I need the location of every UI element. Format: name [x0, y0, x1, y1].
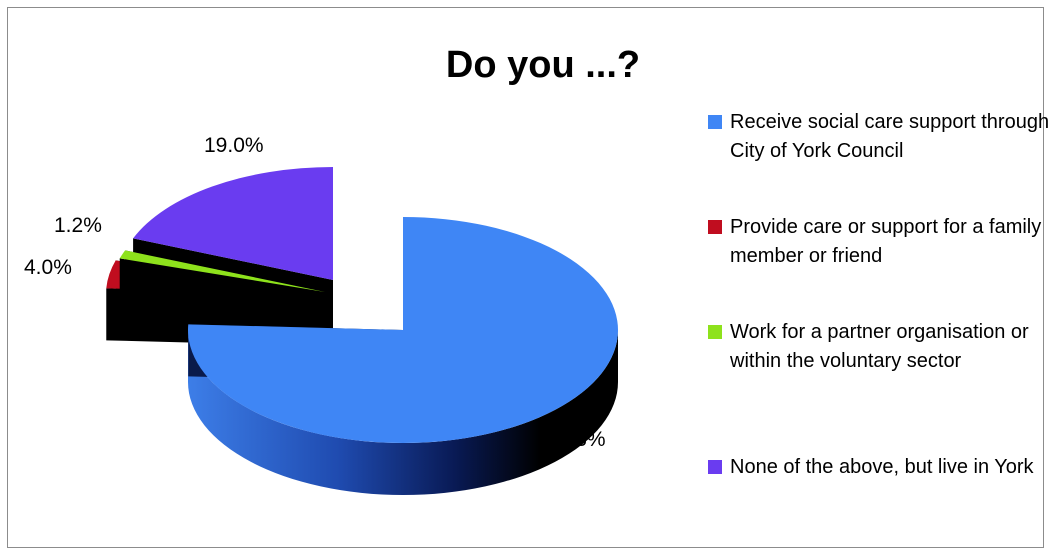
slice-top — [119, 250, 325, 292]
legend-label: None of the above, but live in York — [730, 456, 1034, 478]
legend-label: Provide care or support for a family mem… — [730, 216, 1042, 267]
legend-swatch — [708, 115, 722, 129]
slice-side — [188, 330, 618, 495]
pie-chart — [106, 167, 618, 495]
legend-label: Receive social care support through City… — [730, 111, 1050, 162]
data-label-main: 75.8% — [546, 428, 606, 451]
slice-main — [188, 217, 618, 495]
data-label-none: 19.0% — [204, 134, 264, 157]
data-label-partner: 1.2% — [54, 214, 102, 237]
slice-top — [133, 167, 333, 280]
legend-swatch — [708, 325, 722, 339]
legend-swatch — [708, 460, 722, 474]
slice-cut — [125, 250, 325, 344]
chart-title: Do you ...? — [445, 44, 641, 86]
data-label-family: 4.0% — [24, 256, 72, 279]
slice-top — [188, 217, 618, 443]
legend-label: Work for a partner organisation or withi… — [730, 321, 1029, 372]
slice-partner — [119, 250, 325, 344]
chart-area: Do you ...? 75.8% 4.0% 1.2% 19.0% Receiv… — [7, 7, 1049, 548]
legend-swatch — [708, 220, 722, 234]
